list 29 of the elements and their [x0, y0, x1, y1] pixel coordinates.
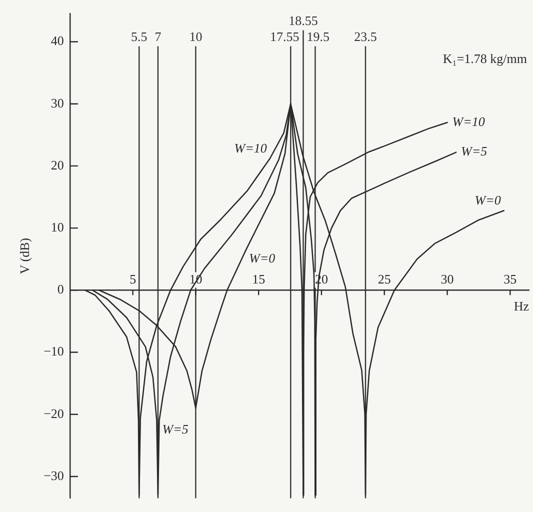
- y-tick-label: 40: [50, 33, 64, 48]
- ref-line-label: 19.5: [306, 29, 330, 44]
- x-tick-label: 5: [130, 271, 136, 286]
- x-tick-label: 25: [378, 271, 391, 286]
- y-tick-label: −30: [44, 468, 64, 483]
- y-tick-label: 20: [50, 157, 64, 172]
- y-tick-label: 10: [50, 219, 64, 234]
- series-label: W=0: [474, 192, 502, 208]
- y-tick-label: −10: [44, 344, 64, 359]
- ref-line-label: 23.5: [354, 29, 377, 44]
- series-label: W=5: [162, 421, 189, 436]
- x-tick-label: 35: [504, 271, 517, 286]
- ref-line-label: 5.5: [130, 29, 148, 44]
- y-tick-label: 0: [57, 282, 64, 297]
- ref-line-label: 18.55: [288, 13, 318, 28]
- series-label: W=0: [249, 250, 276, 266]
- y-tick-label: −20: [44, 406, 64, 421]
- x-tick-label: 30: [440, 271, 454, 286]
- y-axis-title: V (dB): [17, 238, 32, 274]
- y-tick-label: 30: [50, 95, 64, 110]
- ref-line-label: 10: [189, 29, 202, 44]
- ref-line-label: 7: [154, 29, 162, 44]
- series-label: W=10: [234, 140, 268, 156]
- ref-line-label: 17.55: [270, 29, 300, 44]
- x-axis-title: Hz: [514, 298, 530, 314]
- x-tick-label: 15: [252, 271, 266, 286]
- series-label: W=5: [461, 144, 488, 159]
- annotation: K₁=1.78 kg/mm: [442, 51, 528, 66]
- series-label: W=10: [452, 114, 486, 129]
